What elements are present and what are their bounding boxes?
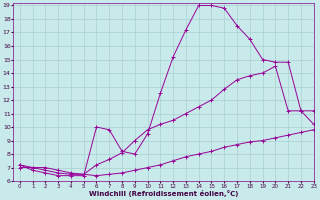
X-axis label: Windchill (Refroidissement éolien,°C): Windchill (Refroidissement éolien,°C) xyxy=(89,190,238,197)
